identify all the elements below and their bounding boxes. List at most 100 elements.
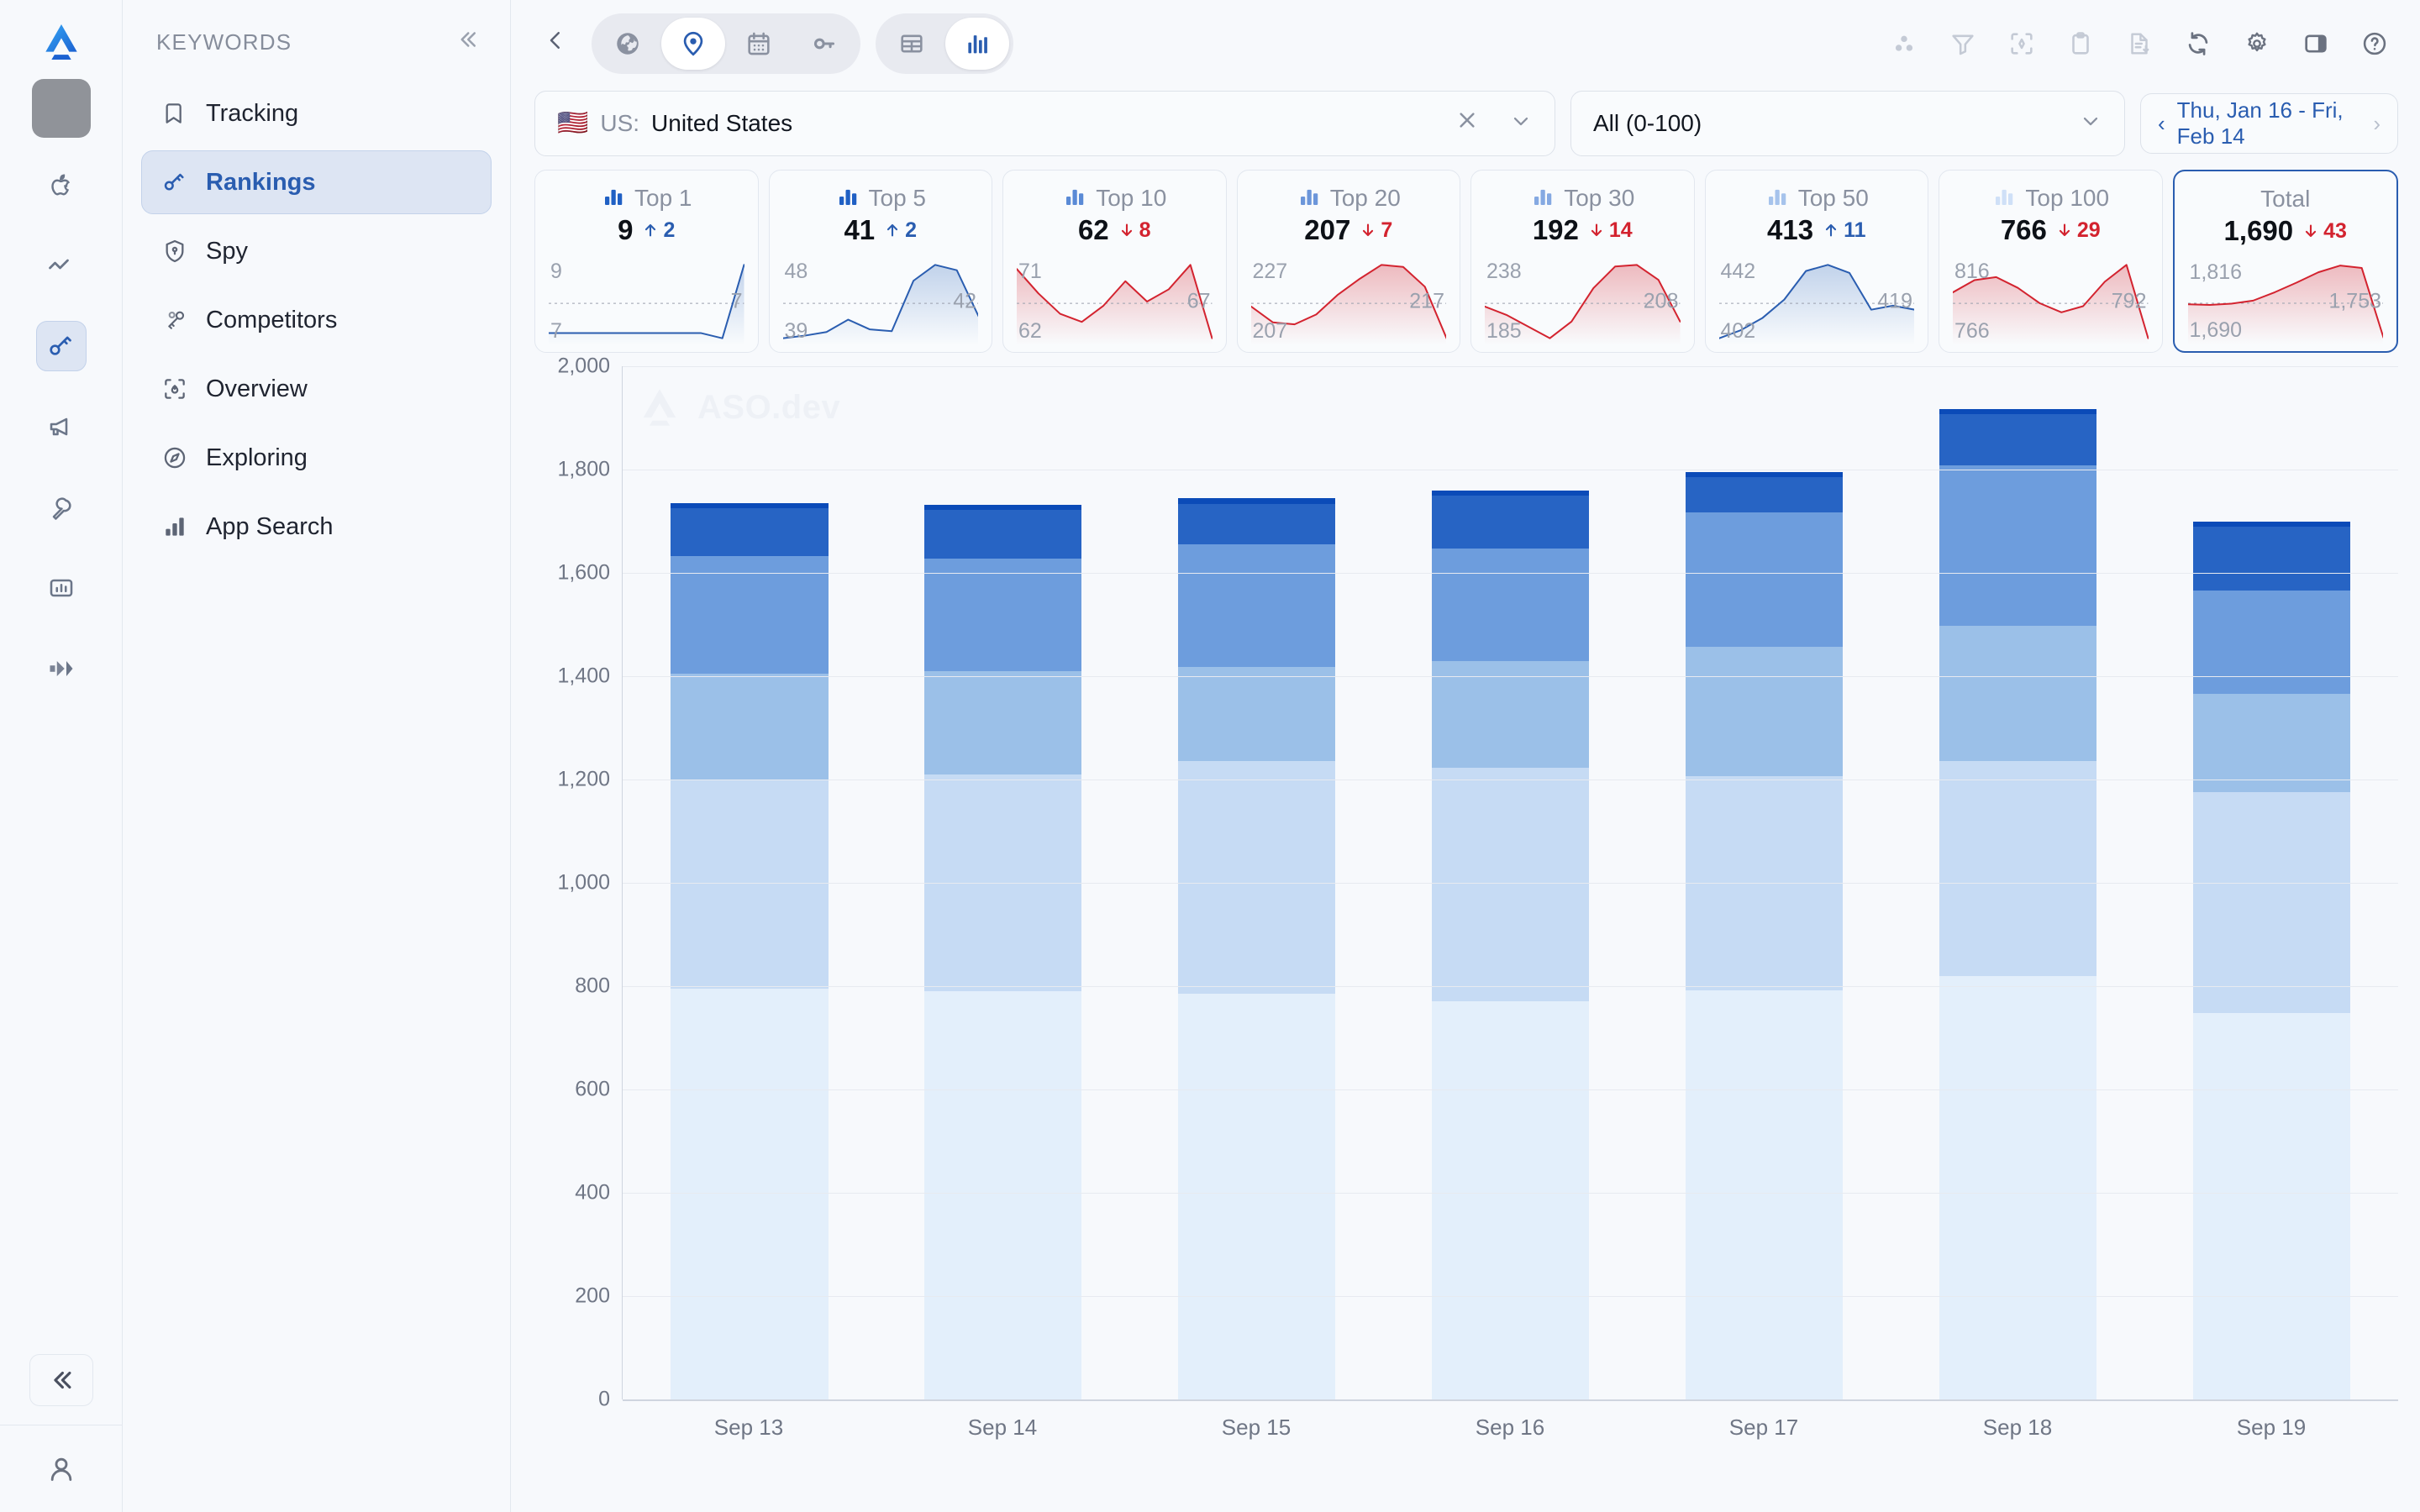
bar-segment-top-100[interactable] — [1685, 990, 1843, 1399]
kpi-card-total[interactable]: Total 1,690 43 1,816 1,690 1,753 — [2172, 170, 2398, 353]
stacked-bar[interactable] — [2192, 521, 2350, 1399]
date-next-button[interactable]: › — [2373, 110, 2381, 136]
rail-item-tools[interactable] — [36, 482, 87, 533]
kpi-card-top-100[interactable]: Top 100 766 29 816 766 792 — [1939, 170, 2163, 353]
gear-icon[interactable] — [2240, 27, 2274, 60]
bar-segment-top-1[interactable] — [2192, 521, 2350, 528]
rail-item-ads[interactable] — [36, 402, 87, 452]
kpi-card-top-5[interactable]: Top 5 41 2 48 39 42 — [768, 170, 992, 353]
bar-segment-top-50[interactable] — [1939, 761, 2096, 976]
date-prev-button[interactable]: ‹ — [2158, 110, 2165, 136]
rail-item-compare[interactable] — [36, 643, 87, 694]
kpi-card-top-30[interactable]: Top 30 192 14 238 185 208 — [1470, 170, 1695, 353]
chevron-down-icon[interactable] — [1509, 109, 1533, 139]
bar-segment-top-10[interactable] — [2192, 527, 2350, 591]
rail-collapse-button[interactable] — [29, 1354, 93, 1406]
bar-slot[interactable] — [1130, 366, 1384, 1399]
rank-range-select[interactable]: All (0-100) — [1570, 91, 2125, 156]
clipboard-icon[interactable] — [2064, 27, 2097, 60]
sidebar-item-app-search[interactable]: App Search — [141, 495, 492, 559]
bar-segment-top-20[interactable] — [1431, 548, 1590, 661]
toggle-keyword[interactable] — [792, 18, 856, 70]
bar-segment-top-100[interactable] — [1178, 994, 1336, 1399]
bar-segment-top-1[interactable] — [671, 503, 829, 509]
group-dots-icon[interactable] — [1887, 27, 1921, 60]
bar-segment-top-30[interactable] — [2192, 693, 2350, 792]
bar-segment-top-50[interactable] — [2192, 791, 2350, 1013]
bar-segment-top-10[interactable] — [1939, 414, 2096, 466]
bar-segment-top-20[interactable] — [1685, 512, 1843, 647]
chevron-left-icon[interactable] — [534, 28, 576, 60]
country-select[interactable]: 🇺🇸 US: United States — [534, 91, 1555, 156]
toggle-chart-view[interactable] — [945, 18, 1009, 70]
bar-segment-top-30[interactable] — [671, 673, 829, 780]
sidebar-item-competitors[interactable]: Competitors — [141, 288, 492, 352]
bar-segment-top-10[interactable] — [924, 510, 1082, 559]
refresh-icon[interactable] — [2181, 27, 2215, 60]
bar-segment-top-30[interactable] — [1178, 666, 1336, 762]
bar-segment-top-1[interactable] — [924, 504, 1082, 510]
stacked-bar[interactable] — [1431, 490, 1590, 1399]
rail-item-trends[interactable] — [36, 240, 87, 291]
bar-segment-top-50[interactable] — [671, 780, 829, 990]
rail-item-keywords[interactable] — [35, 321, 87, 371]
stacked-bar[interactable] — [1685, 472, 1843, 1399]
focus-target-icon[interactable] — [2005, 27, 2039, 60]
bar-segment-top-100[interactable] — [671, 989, 829, 1399]
kpi-card-top-1[interactable]: Top 1 9 2 9 7 7 — [534, 170, 759, 353]
toggle-global[interactable] — [596, 18, 660, 70]
bar-segment-top-30[interactable] — [924, 670, 1082, 774]
sidebar-item-rankings[interactable]: Rankings — [141, 150, 492, 214]
bar-segment-top-100[interactable] — [1939, 975, 2096, 1399]
bar-segment-top-1[interactable] — [1431, 490, 1590, 496]
bar-segment-top-20[interactable] — [2192, 590, 2350, 694]
close-icon[interactable] — [1437, 107, 1497, 140]
bar-segment-top-10[interactable] — [671, 508, 829, 556]
aso-logo-icon[interactable] — [34, 15, 88, 69]
bar-segment-top-100[interactable] — [924, 991, 1082, 1399]
bar-segment-top-100[interactable] — [2192, 1012, 2350, 1399]
sidebar-item-tracking[interactable]: Tracking — [141, 81, 492, 145]
bar-segment-top-1[interactable] — [1939, 409, 2096, 415]
funnel-icon[interactable] — [1946, 27, 1980, 60]
panel-toggle-icon[interactable] — [2299, 27, 2333, 60]
stacked-bar[interactable] — [1939, 409, 2096, 1399]
rail-item-reports[interactable] — [36, 563, 87, 613]
chevron-down-icon[interactable] — [2079, 109, 2102, 139]
bar-segment-top-30[interactable] — [1431, 660, 1590, 769]
bar-segment-top-20[interactable] — [671, 555, 829, 674]
sidebar-item-spy[interactable]: Spy — [141, 219, 492, 283]
toggle-calendar[interactable] — [727, 18, 791, 70]
stacked-bar[interactable] — [671, 503, 829, 1399]
bar-slot[interactable] — [1384, 366, 1638, 1399]
bar-segment-top-1[interactable] — [1178, 497, 1336, 505]
bar-segment-top-20[interactable] — [1939, 465, 2096, 627]
stacked-bar[interactable] — [924, 504, 1082, 1399]
rail-item-platform-apple[interactable] — [36, 160, 87, 210]
bar-slot[interactable] — [623, 366, 876, 1399]
stacked-bar[interactable] — [1178, 497, 1336, 1399]
kpi-card-top-50[interactable]: Top 50 413 11 442 402 419 — [1704, 170, 1928, 353]
bar-segment-top-50[interactable] — [1178, 761, 1336, 995]
bar-segment-top-10[interactable] — [1685, 477, 1843, 513]
toggle-country[interactable] — [661, 18, 725, 70]
help-circle-icon[interactable] — [2358, 27, 2391, 60]
bar-segment-top-30[interactable] — [1939, 626, 2096, 762]
bar-segment-top-30[interactable] — [1685, 646, 1843, 777]
bar-segment-top-1[interactable] — [1685, 472, 1843, 478]
bar-segment-top-100[interactable] — [1431, 1001, 1590, 1399]
bar-segment-top-10[interactable] — [1431, 496, 1590, 549]
bar-segment-top-50[interactable] — [1431, 768, 1590, 1002]
bar-segment-top-10[interactable] — [1178, 504, 1336, 545]
document-download-icon[interactable] — [2123, 27, 2156, 60]
kpi-card-top-10[interactable]: Top 10 62 8 71 62 67 — [1002, 170, 1227, 353]
sidebar-collapse-icon[interactable] — [455, 27, 480, 58]
bar-segment-top-20[interactable] — [1178, 544, 1336, 667]
sidebar-item-overview[interactable]: Overview — [141, 357, 492, 421]
kpi-card-top-20[interactable]: Top 20 207 7 227 207 217 — [1236, 170, 1460, 353]
sidebar-item-exploring[interactable]: Exploring — [141, 426, 492, 490]
toggle-table-view[interactable] — [880, 18, 944, 70]
app-thumbnail[interactable] — [31, 79, 91, 138]
user-icon[interactable] — [0, 1425, 122, 1512]
bar-segment-top-20[interactable] — [924, 558, 1082, 671]
